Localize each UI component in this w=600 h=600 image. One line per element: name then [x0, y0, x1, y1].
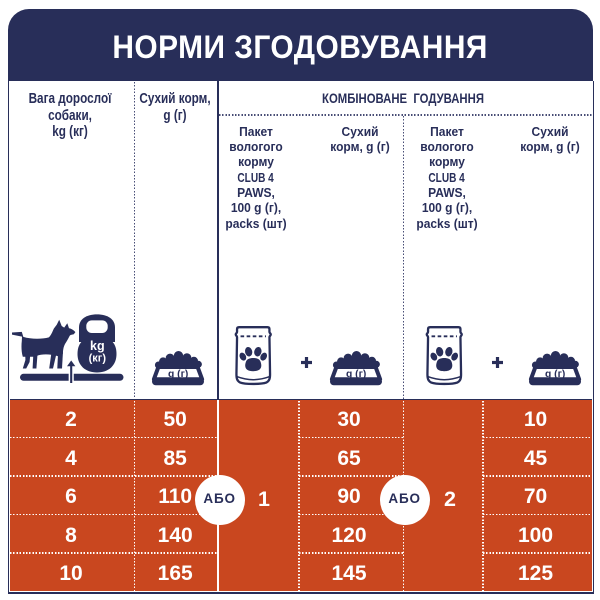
svg-text:kg: kg — [90, 339, 105, 353]
svg-text:g (г): g (г) — [168, 369, 188, 380]
svg-text:g (г): g (г) — [346, 369, 366, 380]
svg-text:g (г): g (г) — [545, 369, 565, 380]
svg-text:(кг): (кг) — [89, 353, 107, 365]
